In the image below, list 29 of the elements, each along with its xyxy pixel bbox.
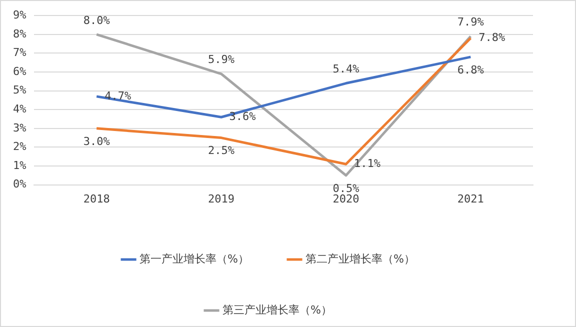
data-label: 6.8% (457, 63, 484, 76)
data-label: 4.7% (104, 89, 132, 102)
x-tick-label: 2018 (83, 192, 110, 206)
data-label: 5.4% (332, 62, 360, 76)
legend-label: 第一产业增长率（%） (140, 252, 249, 266)
x-tick-label: 2021 (457, 192, 484, 206)
data-label: 2.5% (208, 144, 235, 158)
x-tick-label: 2019 (208, 192, 235, 206)
data-label: 7.9% (457, 16, 484, 29)
y-tick-label: 1% (12, 158, 27, 172)
legend-label: 第三产业增长率（%） (222, 303, 332, 316)
y-tick-label: 2% (12, 140, 27, 154)
data-label: 7.8% (478, 31, 506, 44)
y-tick-label: 5% (12, 84, 27, 97)
y-tick-label: 8% (12, 27, 27, 40)
data-label: 1.1% (354, 156, 381, 170)
data-label: 3.6% (229, 110, 256, 123)
y-tick-label: 7% (12, 46, 27, 60)
legend-label: 第二产业增长率（%） (306, 252, 415, 266)
data-label: 0.5% (332, 182, 360, 195)
y-tick-label: 9% (12, 8, 27, 22)
data-label: 3.0% (83, 134, 110, 148)
data-label: 8.0% (83, 14, 110, 27)
y-tick-label: 6% (12, 64, 27, 78)
x-tick-label: 2020 (332, 192, 360, 206)
y-tick-label: 3% (12, 121, 27, 134)
data-label: 5.9% (208, 53, 235, 66)
y-tick-label: 0% (12, 178, 27, 191)
y-tick-label: 4% (12, 102, 27, 116)
